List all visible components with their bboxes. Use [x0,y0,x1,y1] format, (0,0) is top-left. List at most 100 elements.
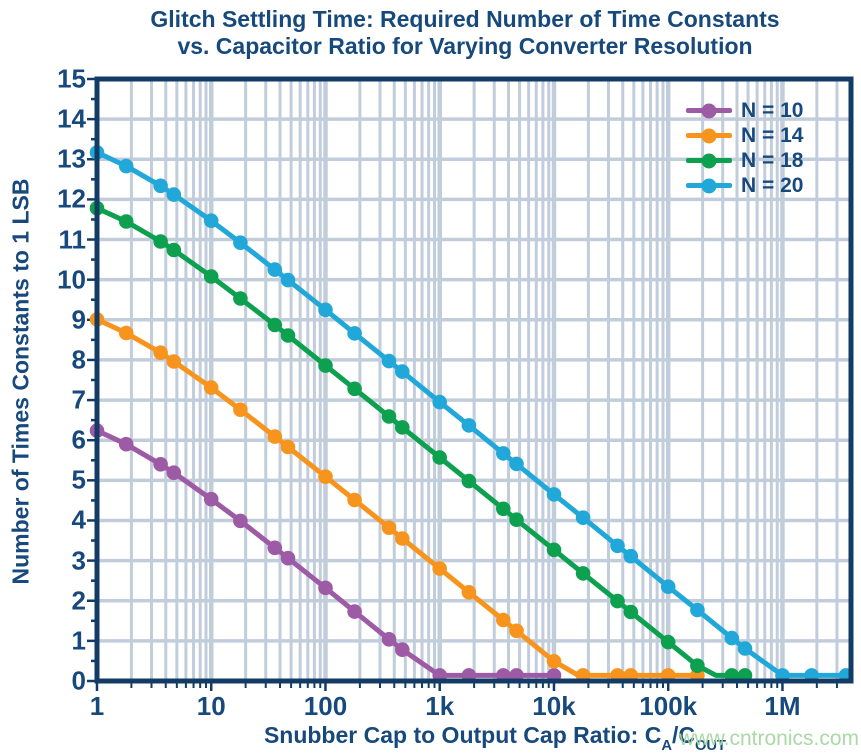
legend-line-marker-icon [686,103,732,118]
data-point-marker [203,213,219,228]
data-point-marker [118,214,134,229]
x-tick-label-1k: 1k [425,691,455,721]
data-point-marker [280,439,296,455]
data-point-marker [546,487,562,502]
x-tick-label-100k: 100k [639,691,698,721]
legend-line-marker-icon [686,153,732,168]
y-tick-label-6: 6 [71,424,86,455]
legend-label: N = 14 [741,123,804,147]
data-point-marker [267,429,283,444]
legend-label: N = 10 [741,98,804,122]
data-point-marker [166,242,182,258]
data-point-marker [509,512,524,527]
data-point-marker [347,492,362,508]
chart-title-line1: Glitch Settling Time: Required Number of… [150,6,780,32]
data-point-marker [461,418,477,433]
legend-line-marker-icon [686,178,732,193]
x-axis-label-sub2: OUT [694,738,727,755]
data-point-marker [623,604,639,620]
data-point-marker [546,542,562,558]
data-point-marker [318,580,333,596]
y-tick-label-7: 7 [71,384,86,415]
data-point-marker [690,602,705,618]
data-point-marker [203,269,219,284]
x-tick-label-1M: 1M [764,691,801,721]
x-tick-label-100: 100 [303,691,348,721]
data-point-marker [381,520,397,535]
data-point-marker [318,358,333,373]
data-point-marker [153,457,168,472]
data-point-marker [267,317,283,333]
x-axis-label: Snubber Cap to Output Cap Ratio: CA/COUT [263,722,727,755]
legend: N = 10 N = 14 N = 18 N = 20 [686,98,803,198]
legend-dot [701,128,717,143]
data-point-marker [395,364,410,379]
legend-item-n=20: N = 20 [686,173,803,198]
chart-title-line2: vs. Capacitor Ratio for Varying Converte… [177,33,753,59]
watermark: www.cntronics.com [679,727,859,750]
data-point-marker [347,604,362,619]
data-point-marker [233,402,248,418]
legend-item-n=14: N = 14 [686,123,803,148]
data-point-marker [610,538,625,554]
data-point-marker [623,548,639,564]
data-point-marker [575,510,591,525]
y-tick-label-9: 9 [71,304,86,335]
data-point-marker [118,325,134,341]
data-point-marker [690,658,705,673]
data-point-marker [233,513,248,529]
data-point-marker [381,353,397,369]
data-point-marker [233,291,248,306]
chart-title: Glitch Settling Time: Required Number of… [70,6,860,60]
data-point-marker [153,234,168,249]
data-point-marker [610,593,625,609]
data-point-marker [118,436,134,452]
x-axis-label-sub1: A [661,738,672,755]
data-point-marker [432,394,448,410]
data-point-marker [496,446,511,461]
data-point-marker [381,632,397,647]
data-point-marker [280,550,296,566]
y-axis-label: Number of Times Constants to 1 LSB [7,178,34,585]
data-point-marker [318,469,333,485]
series-n=14 [89,312,705,683]
data-point-marker [432,561,448,576]
data-point-marker [660,579,676,594]
data-point-marker [496,612,511,628]
data-point-marker [395,531,410,546]
data-point-marker [267,262,283,277]
x-axis-label-slash: / [671,722,679,748]
y-tick-label-4: 4 [71,504,86,535]
data-point-marker [546,654,562,669]
data-point-marker [118,158,134,174]
y-tick-label-11: 11 [58,224,87,255]
data-point-marker [509,456,524,472]
data-point-marker [509,623,524,639]
data-point-marker [153,178,168,194]
data-point-marker [496,501,511,517]
legend-item-n=18: N = 18 [686,148,803,173]
data-point-marker [280,328,296,343]
data-point-marker [166,354,182,369]
y-tick-label-5: 5 [71,464,86,495]
y-tick-label-0: 0 [71,665,86,696]
legend-dot [701,153,717,168]
data-point-marker [153,345,168,361]
data-point-marker [166,465,182,481]
data-point-marker [575,566,591,581]
data-point-marker [724,630,740,646]
y-tick-label-1: 1 [71,625,86,656]
data-point-marker [203,491,219,507]
x-tick-label-10: 10 [196,691,226,721]
y-tick-label-2: 2 [71,585,86,616]
x-tick-label-1: 1 [89,691,105,721]
legend-line-marker-icon [686,128,732,143]
x-axis-label-text: Snubber Cap to Output Cap Ratio: [263,722,645,748]
y-tick-label-8: 8 [71,344,86,375]
data-point-marker [347,381,362,397]
y-tick-label-3: 3 [71,545,86,576]
series-line [95,150,846,678]
data-point-marker [203,380,219,395]
